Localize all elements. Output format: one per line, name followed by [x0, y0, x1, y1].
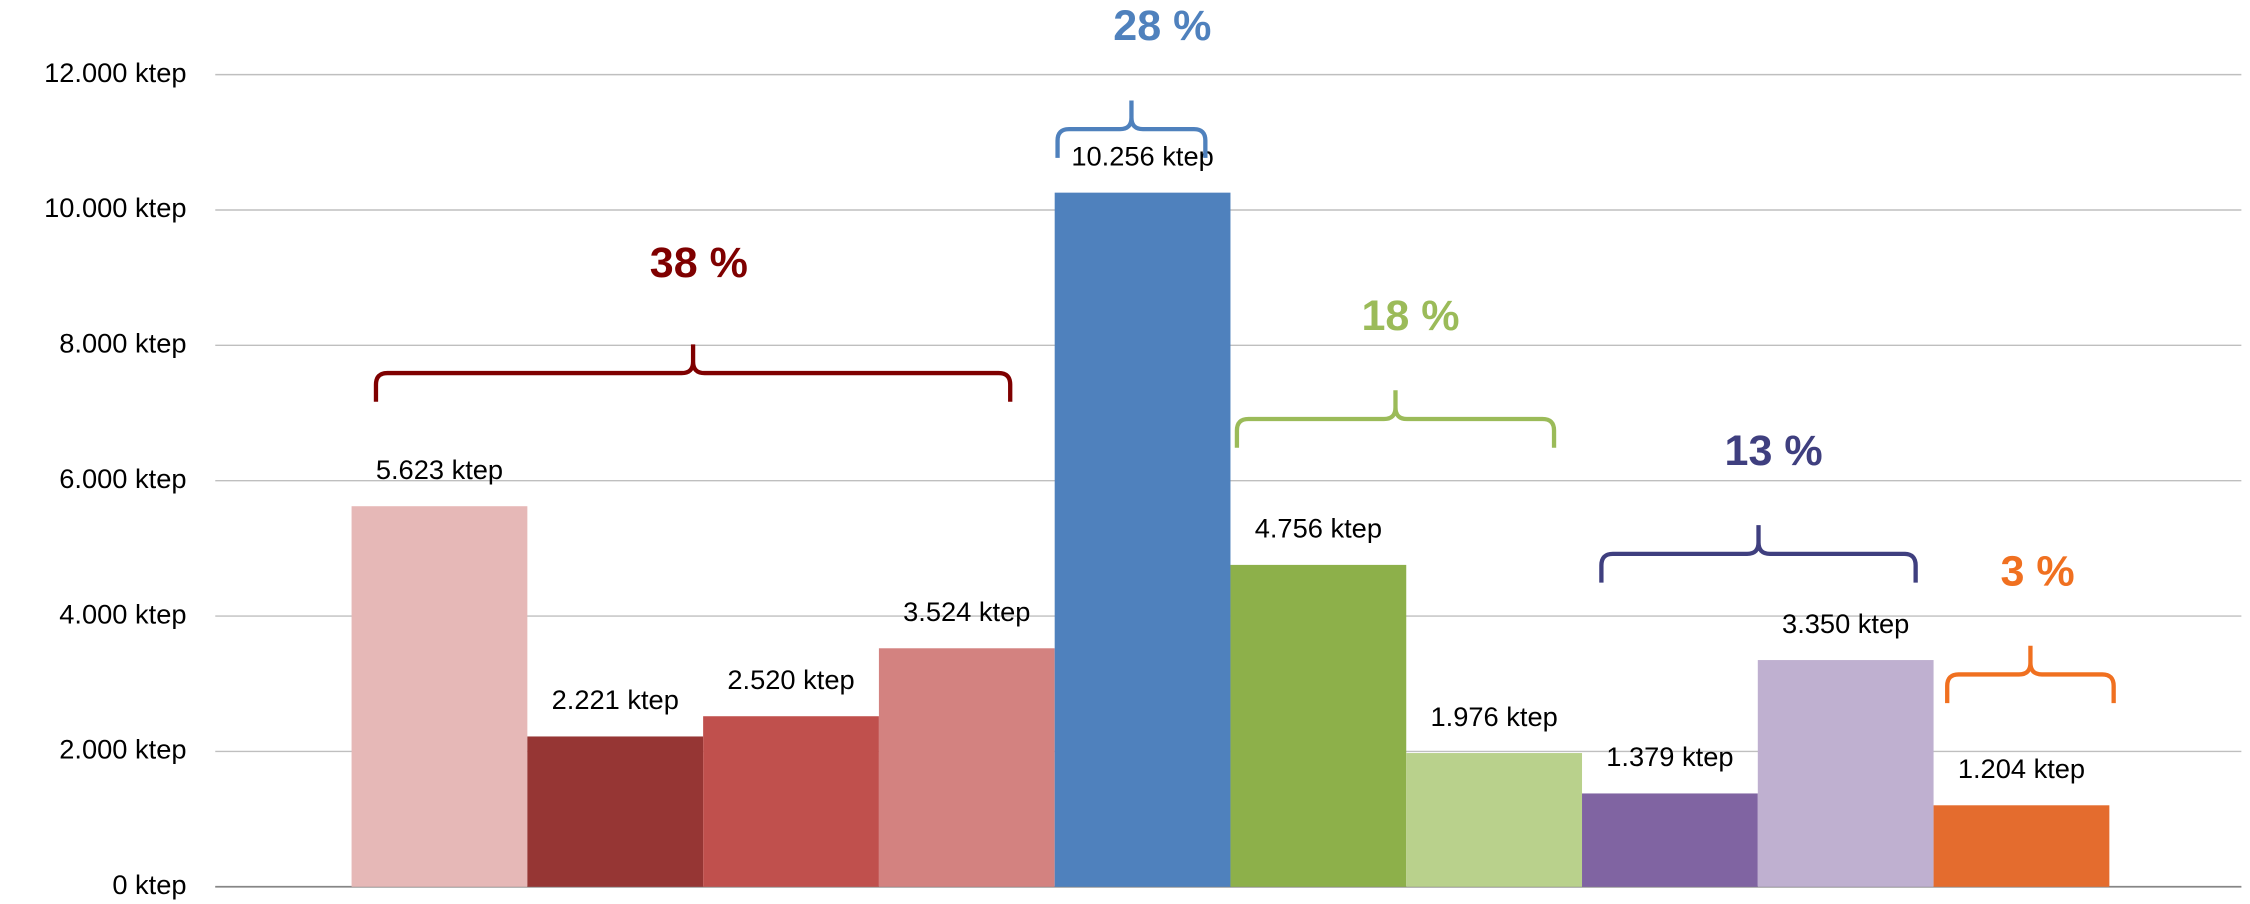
annotation: 38 %: [650, 239, 748, 287]
bar: [351, 506, 528, 887]
annotation: 18 %: [1362, 292, 1460, 340]
value-label: 4.756 ktep: [1255, 513, 1382, 544]
bar: [703, 716, 879, 887]
y-tick-label: 10.000 ktep: [44, 192, 186, 223]
y-tick-label: 4.000 ktep: [59, 598, 186, 629]
y-tick-label: 2.000 ktep: [59, 734, 186, 765]
annotation: 3 %: [2001, 547, 2075, 595]
brace: [373, 344, 1013, 402]
bar: [1757, 660, 1934, 887]
brace: [1234, 390, 1557, 448]
y-tick-label: 0 ktep: [112, 869, 186, 900]
value-label: 3.524 ktep: [903, 596, 1030, 627]
value-label: 2.520 ktep: [727, 664, 854, 695]
bar: [1054, 192, 1231, 887]
value-label: 1.204 ktep: [1958, 753, 2085, 784]
brace: [1055, 100, 1208, 158]
bar: [1406, 753, 1583, 887]
annotation: 28 %: [1113, 2, 1211, 50]
bar: [1582, 793, 1758, 887]
annotation: 13 %: [1725, 427, 1823, 475]
value-label: 10.256 ktep: [1071, 140, 1213, 171]
value-label: 1.976 ktep: [1430, 701, 1557, 732]
value-label: 2.221 ktep: [552, 684, 679, 715]
value-label: 1.379 ktep: [1606, 741, 1733, 772]
bar: [1933, 805, 2110, 887]
y-tick-label: 6.000 ktep: [59, 463, 186, 494]
bar: [878, 648, 1055, 887]
y-tick-label: 8.000 ktep: [59, 328, 186, 359]
y-tick-label: 12.000 ktep: [44, 57, 186, 88]
bar: [527, 736, 704, 887]
brace: [1945, 645, 2116, 704]
brace: [1599, 525, 1918, 583]
bar: [1230, 564, 1407, 887]
value-label: 3.350 ktep: [1782, 608, 1909, 639]
value-label: 5.623 ktep: [376, 454, 503, 485]
